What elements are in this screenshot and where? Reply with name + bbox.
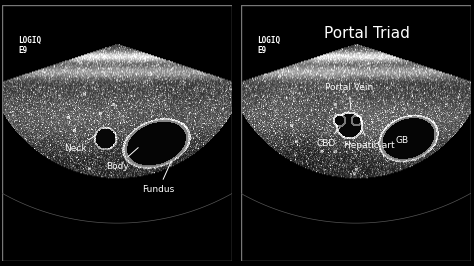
Text: Body: Body [106, 148, 138, 171]
Text: LOGIQ
E9: LOGIQ E9 [18, 36, 42, 55]
Text: Portal Vein: Portal Vein [325, 82, 373, 110]
Text: Portal Triad: Portal Triad [324, 26, 410, 41]
Text: CBD: CBD [316, 127, 340, 148]
Text: Hepatic art: Hepatic art [344, 128, 395, 150]
Text: GB: GB [395, 136, 408, 145]
Text: Fundus: Fundus [143, 161, 175, 194]
Text: LOGIQ
E9: LOGIQ E9 [257, 36, 280, 55]
Text: Neck: Neck [64, 135, 97, 153]
